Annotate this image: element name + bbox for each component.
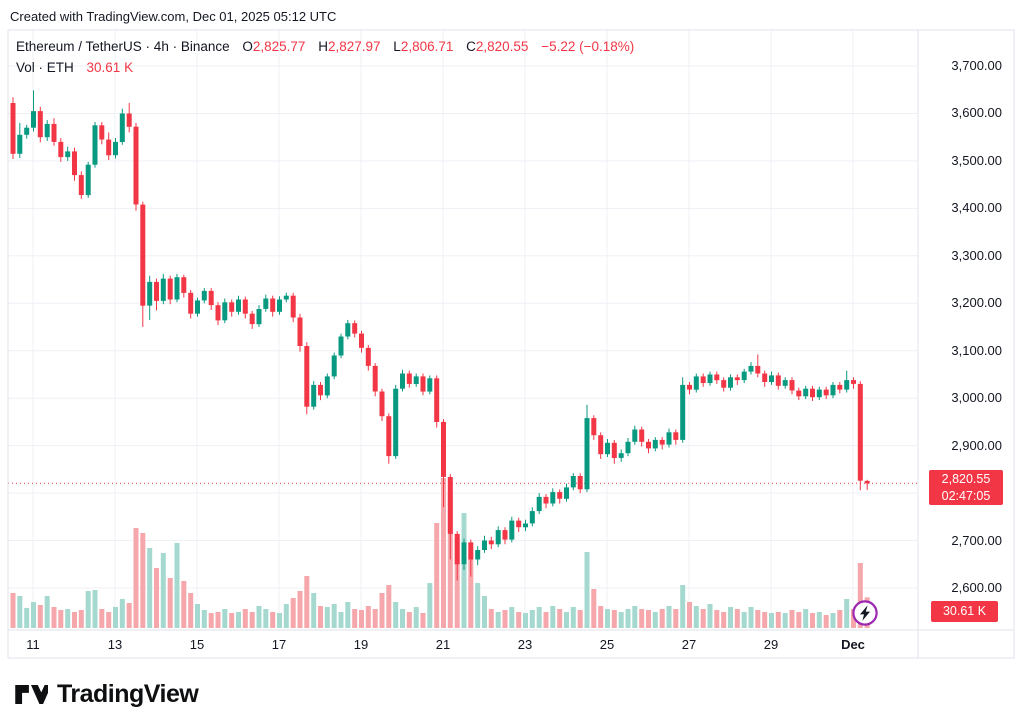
time-axis-label: Dec	[841, 637, 865, 652]
price-axis-label: 2,600.00	[951, 580, 1002, 595]
time-axis-label: 27	[681, 637, 697, 652]
ohlc-low: L2,806.71	[393, 39, 454, 54]
price-axis-label: 3,600.00	[951, 105, 1002, 121]
price-axis-label: 2,700.00	[951, 532, 1002, 548]
price-axis-label: 3,500.00	[951, 152, 1002, 168]
price-axis-label: 3,200.00	[951, 295, 1002, 311]
time-axis-label: 29	[763, 637, 779, 652]
price-axis-label: 3,300.00	[951, 247, 1002, 263]
time-axis-label: 23	[517, 637, 533, 652]
chart-legend: Ethereum / TetherUS · 4h · Binance O2,82…	[16, 39, 634, 81]
price-change: −5.22 (−0.18%)	[541, 39, 635, 54]
ohlc-close: C2,820.55	[466, 39, 529, 54]
last-price-value: 2,820.55	[941, 472, 991, 486]
tradingview-logo[interactable]: TradingView	[14, 677, 199, 711]
price-axis-label: 3,100.00	[951, 342, 1002, 358]
tradingview-logo-icon	[14, 684, 48, 705]
time-axis-label: 17	[271, 637, 287, 652]
volume-value: 30.61 K	[86, 60, 134, 75]
time-axis-label: 25	[599, 637, 615, 652]
time-axis-label: 15	[189, 637, 205, 652]
price-axis-label: 3,400.00	[951, 200, 1002, 216]
time-axis-label: 21	[435, 637, 451, 652]
price-axis-label: 3,700.00	[951, 58, 1002, 73]
realtime-lightning-icon[interactable]	[851, 599, 879, 627]
legend-row-symbol: Ethereum / TetherUS · 4h · Binance O2,82…	[16, 39, 634, 55]
time-axis-label: 19	[353, 637, 369, 652]
price-axis-label: 3,000.00	[951, 390, 1002, 406]
volume-badge: 30.61 K	[931, 601, 998, 622]
time-axis-label: 11	[26, 637, 40, 652]
attribution-text: Created with TradingView.com, Dec 01, 20…	[10, 9, 337, 24]
time-axis-label: 13	[107, 637, 123, 652]
symbol-title[interactable]: Ethereum / TetherUS · 4h · Binance	[16, 39, 230, 54]
ohlc-high: H2,827.97	[318, 39, 381, 54]
volume-study-label[interactable]: Vol · ETH	[16, 60, 74, 75]
price-axis-label: 2,900.00	[951, 437, 1002, 453]
bar-countdown: 02:47:05	[941, 489, 991, 503]
legend-row-volume: Vol · ETH 30.61 K	[16, 60, 634, 76]
tradingview-logo-text: TradingView	[57, 679, 199, 708]
ohlc-open: O2,825.77	[242, 39, 306, 54]
last-price-badge: 2,820.55 02:47:05	[929, 470, 1003, 505]
